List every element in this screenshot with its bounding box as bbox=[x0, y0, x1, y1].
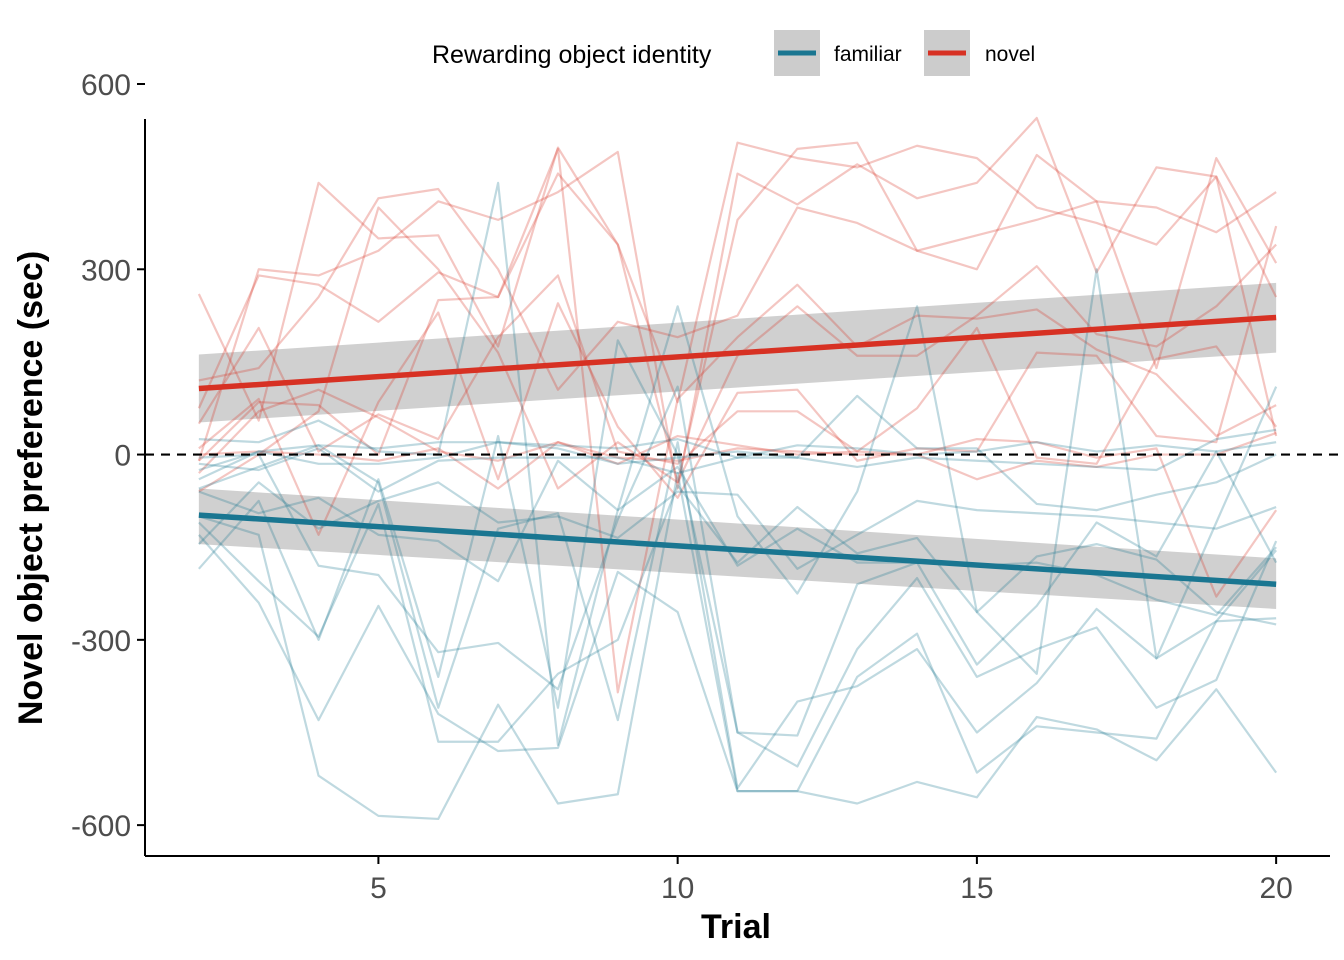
subject-line-familiar-12 bbox=[198, 339, 1278, 737]
x-tick-label: 10 bbox=[661, 872, 694, 905]
subject-line-novel-2 bbox=[197, 116, 1278, 490]
legend-entry-familiar: familiar bbox=[774, 30, 902, 76]
subject-lines bbox=[197, 116, 1278, 821]
subject-line-familiar-22 bbox=[198, 481, 1277, 570]
x-tick-label: 15 bbox=[960, 872, 993, 905]
trend-line-novel bbox=[198, 314, 1277, 392]
subject-line-familiar-15 bbox=[198, 534, 1277, 793]
legend: Rewarding object identity familiar novel bbox=[432, 30, 1035, 76]
subject-line-novel-3 bbox=[197, 141, 1278, 484]
subject-line-novel-4 bbox=[198, 187, 1277, 391]
x-tick-label: 20 bbox=[1259, 872, 1292, 905]
trend-lines bbox=[198, 314, 1277, 588]
subject-line-novel-1 bbox=[197, 141, 1278, 422]
y-tick-label: -600 bbox=[71, 810, 131, 843]
y-tick-label: 0 bbox=[114, 440, 131, 473]
subject-line-familiar-18 bbox=[198, 428, 1277, 481]
legend-entry-novel: novel bbox=[924, 30, 1035, 76]
subject-line-novel-6 bbox=[198, 147, 1277, 694]
legend-label: familiar bbox=[834, 43, 902, 66]
subject-line-familiar-13 bbox=[198, 441, 1277, 790]
subject-line-familiar-14 bbox=[198, 385, 1278, 768]
legend-label: novel bbox=[985, 43, 1035, 66]
y-tick-label: -300 bbox=[71, 625, 131, 658]
subject-line-familiar-16 bbox=[198, 471, 1278, 821]
subject-line-novel-8 bbox=[198, 431, 1277, 490]
legend-entries: familiar novel bbox=[774, 30, 1035, 76]
subject-line-familiar-19 bbox=[198, 438, 1277, 472]
subject-line-familiar-17 bbox=[198, 484, 1277, 743]
subject-line-novel-9 bbox=[198, 388, 1278, 598]
axes: 5 10 15 20 600 300 0 -300 -600 bbox=[71, 69, 1330, 905]
subject-line-familiar-20 bbox=[198, 394, 1277, 512]
subject-line-novel-7 bbox=[197, 274, 1278, 465]
subject-line-novel-5 bbox=[198, 206, 1277, 493]
trend-line-familiar bbox=[198, 512, 1277, 588]
y-tick-label: 600 bbox=[81, 69, 131, 102]
x-axis-title: Trial bbox=[701, 908, 771, 946]
subject-line-novel-10 bbox=[198, 225, 1278, 536]
y-tick-label: 300 bbox=[81, 254, 131, 287]
subject-line-familiar-11 bbox=[198, 181, 1278, 746]
legend-title: Rewarding object identity bbox=[432, 41, 712, 69]
y-ticks: 600 300 0 -300 -600 bbox=[71, 69, 145, 843]
x-tick-label: 5 bbox=[370, 872, 387, 905]
x-ticks: 5 10 15 20 bbox=[370, 856, 1293, 905]
y-axis-title: Novel object preference (sec) bbox=[12, 251, 50, 725]
